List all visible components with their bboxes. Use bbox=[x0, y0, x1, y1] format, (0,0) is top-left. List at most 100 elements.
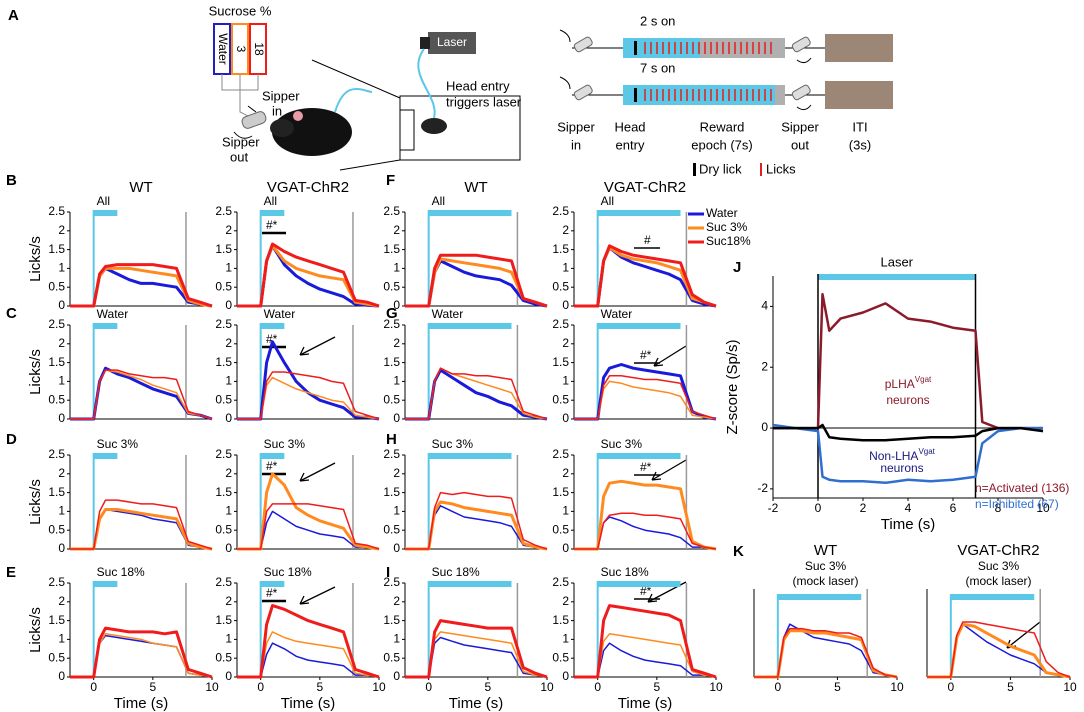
trace-label: neurons bbox=[886, 393, 929, 407]
y-tick-label: 1.5 bbox=[552, 485, 569, 499]
legend-swatch bbox=[760, 163, 762, 176]
y-tick-label: 2 bbox=[225, 594, 232, 608]
y-tick-label: 0 bbox=[562, 669, 569, 683]
y-tick-label: 0 bbox=[562, 298, 569, 312]
y-tick-label: 2.5 bbox=[48, 447, 65, 461]
laser-bar bbox=[93, 323, 118, 329]
y-tick-label: 1 bbox=[562, 632, 569, 646]
label: Sipper bbox=[557, 119, 595, 134]
label: 7 s on bbox=[640, 60, 675, 75]
chart-title: All bbox=[432, 194, 445, 208]
y-axis-label: Licks/s bbox=[27, 607, 44, 653]
zoom-line bbox=[311, 59, 401, 99]
y-tick-label: 1 bbox=[225, 632, 232, 646]
chart-title: Suc 3% bbox=[432, 437, 474, 451]
dry-lick bbox=[634, 41, 637, 55]
y-tick-label: 0.5 bbox=[383, 522, 400, 536]
y-tick-label: 2 bbox=[393, 594, 400, 608]
y-tick-label: 1.5 bbox=[383, 485, 400, 499]
y-tick-label: 1 bbox=[225, 374, 232, 388]
label: in bbox=[272, 103, 282, 118]
label: epoch (7s) bbox=[691, 137, 752, 152]
annotation: #* bbox=[640, 460, 652, 474]
y-tick-label: 2 bbox=[225, 466, 232, 480]
series-line bbox=[237, 244, 380, 308]
label: Sucrose % bbox=[209, 3, 272, 18]
fiber bbox=[334, 88, 373, 113]
x-tick-label: 10 bbox=[540, 680, 554, 694]
x-axis-label: Time (s) bbox=[281, 695, 335, 712]
y-tick-label: 2.5 bbox=[48, 317, 65, 331]
laser-bar bbox=[93, 453, 118, 459]
y-tick-label: 0.5 bbox=[383, 650, 400, 664]
reward-epoch bbox=[700, 38, 785, 58]
y-axis-label: Licks/s bbox=[27, 349, 44, 395]
y-tick-label: 0.5 bbox=[552, 279, 569, 293]
panel-letter: G bbox=[386, 305, 398, 322]
legend-label: n=Inhibited (67) bbox=[975, 497, 1059, 511]
bottle-label: 3 bbox=[234, 46, 248, 53]
y-tick-label: 1.5 bbox=[383, 613, 400, 627]
chart-title: Suc 18% bbox=[97, 565, 145, 579]
sipper bbox=[241, 111, 267, 129]
label: Head bbox=[614, 119, 645, 134]
trace-label: pLHAVgat bbox=[885, 375, 932, 391]
trace-label: Vgat bbox=[915, 375, 932, 384]
y-tick-label: 2 bbox=[393, 336, 400, 350]
series-line bbox=[773, 292, 1043, 430]
y-tick-label: 2 bbox=[225, 223, 232, 237]
column-heading: VGAT-ChR2 bbox=[267, 179, 349, 196]
trace-label: Non-LHA bbox=[869, 449, 918, 463]
y-tick-label: 2 bbox=[562, 336, 569, 350]
column-heading: VGAT-ChR2 bbox=[604, 179, 686, 196]
series-line bbox=[927, 621, 1071, 678]
series-line bbox=[405, 636, 548, 678]
trace-label: Vgat bbox=[918, 447, 935, 456]
label: ITI bbox=[852, 119, 867, 134]
chart-title: Suc 3% bbox=[601, 437, 643, 451]
series-line bbox=[237, 604, 380, 679]
y-tick-label: 1.5 bbox=[215, 613, 232, 627]
zoom-line bbox=[339, 159, 401, 171]
y-tick-label: 1.5 bbox=[48, 613, 65, 627]
y-tick-label: 1.5 bbox=[215, 485, 232, 499]
y-tick-label: 0.5 bbox=[215, 650, 232, 664]
series-line bbox=[574, 375, 717, 420]
x-axis-label: Time (s) bbox=[449, 695, 503, 712]
arrow bbox=[559, 29, 812, 111]
y-tick-label: 1 bbox=[225, 504, 232, 518]
y-tick-label: 1.5 bbox=[552, 242, 569, 256]
y-tick-label: 1.5 bbox=[215, 355, 232, 369]
x-tick-label: 5 bbox=[149, 680, 156, 694]
label: in bbox=[571, 137, 581, 152]
x-axis-label: Time (s) bbox=[881, 516, 935, 533]
y-tick-label: 0 bbox=[393, 411, 400, 425]
diagram: Sucrose % Water 3 18 Sipper in Sipper ou… bbox=[209, 3, 893, 176]
annotation: #* bbox=[266, 332, 278, 346]
mouse-ear bbox=[293, 111, 303, 121]
x-tick-label: 4 bbox=[905, 501, 912, 515]
x-tick-label: 0 bbox=[594, 680, 601, 694]
y-tick-label: 1 bbox=[58, 632, 65, 646]
y-tick-label: 0 bbox=[761, 420, 768, 434]
x-tick-label: 10 bbox=[1036, 501, 1050, 515]
chart-note: (mock laser) bbox=[792, 574, 858, 588]
y-tick-label: 0 bbox=[225, 298, 232, 312]
x-tick-label: 0 bbox=[815, 501, 822, 515]
laser-epoch bbox=[623, 85, 785, 105]
y-tick-label: 2.5 bbox=[552, 204, 569, 218]
y-axis-label: Z-score (Sp/s) bbox=[724, 339, 741, 434]
y-tick-label: 2 bbox=[393, 466, 400, 480]
x-tick-label: 5 bbox=[653, 680, 660, 694]
iti bbox=[825, 34, 893, 62]
laser-bar bbox=[428, 581, 512, 587]
panel-letters: A B C D E F G H I J K bbox=[6, 7, 744, 581]
y-tick-label: 1.5 bbox=[215, 242, 232, 256]
x-tick-label: 5 bbox=[484, 680, 491, 694]
x-axis-label: Time (s) bbox=[114, 695, 168, 712]
sipper bbox=[573, 84, 593, 101]
chart-title: Water bbox=[601, 307, 633, 321]
laser-bar bbox=[260, 453, 285, 459]
y-tick-label: 1.5 bbox=[383, 242, 400, 256]
